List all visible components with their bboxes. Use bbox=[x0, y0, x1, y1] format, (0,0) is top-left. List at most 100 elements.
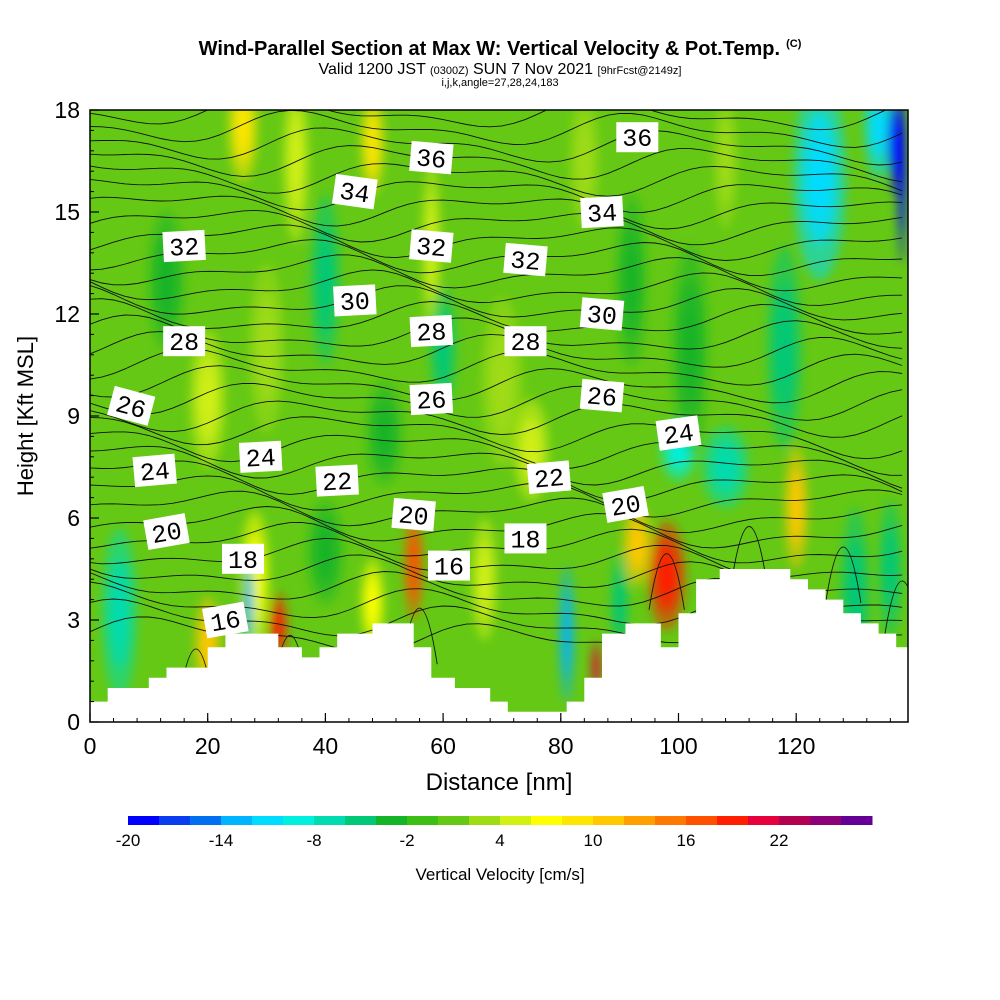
x-tick-label: 60 bbox=[430, 733, 456, 759]
theta-contour bbox=[90, 416, 903, 460]
x-tick-label: 120 bbox=[777, 733, 815, 759]
theta-label: 16 bbox=[202, 601, 249, 640]
chart-title: Wind-Parallel Section at Max W: Vertical… bbox=[0, 38, 1000, 61]
theta-label-text: 18 bbox=[228, 547, 258, 576]
theta-label-box bbox=[331, 173, 378, 210]
theta-label-box bbox=[655, 415, 702, 451]
colorbar-swatch bbox=[376, 816, 408, 825]
theta-label-box bbox=[391, 497, 436, 532]
colorbar-swatch bbox=[252, 816, 284, 825]
theta-label-box bbox=[162, 229, 206, 263]
colorbar-swatch bbox=[283, 816, 315, 825]
theta-label: 32 bbox=[162, 229, 206, 264]
y-tick-label: 15 bbox=[54, 199, 80, 225]
theta-label-text: 16 bbox=[208, 606, 243, 640]
colorbar-tick-label: 22 bbox=[770, 831, 789, 850]
colorbar-swatch bbox=[562, 816, 594, 825]
theta-label-box bbox=[616, 122, 659, 153]
theta-label-box bbox=[579, 378, 625, 413]
y-axis-label: Height [Kft MSL] bbox=[13, 336, 38, 496]
theta-label-text: 28 bbox=[416, 318, 447, 349]
colorbar-tick-label: 16 bbox=[677, 831, 696, 850]
theta-contour bbox=[90, 331, 903, 368]
theta-label-text: 28 bbox=[169, 329, 199, 358]
colorbar-swatch bbox=[500, 816, 532, 825]
theta-label: 30 bbox=[333, 284, 377, 318]
theta-label-box bbox=[409, 314, 454, 348]
y-tick-label: 12 bbox=[54, 301, 80, 327]
theta-label: 34 bbox=[580, 195, 624, 230]
theta-label-box bbox=[504, 523, 547, 554]
theta-label: 32 bbox=[409, 229, 454, 264]
theta-contour bbox=[90, 460, 903, 502]
subtitle-valid: Valid 1200 JST bbox=[318, 61, 426, 78]
w-blob bbox=[260, 318, 273, 378]
w-blob bbox=[594, 658, 598, 678]
theta-label: 22 bbox=[526, 460, 572, 496]
w-blob bbox=[616, 585, 623, 621]
x-axis: 0 20 40 60 80 100 120 bbox=[84, 713, 891, 759]
w-blob bbox=[410, 546, 417, 585]
theta-label-box bbox=[315, 464, 359, 497]
colorbar-swatch bbox=[190, 816, 222, 825]
colorbar-tick-label: 4 bbox=[495, 831, 504, 850]
theta-label: 24 bbox=[132, 453, 177, 489]
w-blob bbox=[237, 110, 249, 147]
theta-label: 18 bbox=[222, 543, 265, 576]
w-blob bbox=[626, 250, 637, 310]
theta-label: 20 bbox=[602, 485, 649, 524]
theta-contour bbox=[90, 348, 903, 386]
theta-contour-arc bbox=[731, 526, 768, 583]
colorbar-swatch bbox=[686, 816, 718, 825]
x-tick-label: 40 bbox=[313, 733, 339, 759]
theta-label-text: 36 bbox=[415, 144, 447, 176]
theta-contour bbox=[90, 382, 903, 421]
theta-label-text: 32 bbox=[169, 233, 200, 264]
w-blob bbox=[579, 137, 590, 185]
colorbar-tick-label: -2 bbox=[399, 831, 414, 850]
theta-contour bbox=[90, 239, 903, 277]
theta-contour bbox=[90, 490, 903, 534]
theta-label: 24 bbox=[238, 440, 283, 475]
theta-label-text: 34 bbox=[586, 199, 617, 230]
theta-label: 20 bbox=[391, 497, 436, 533]
theta-contour bbox=[90, 506, 903, 549]
colorbar-tick-label: -14 bbox=[209, 831, 234, 850]
chart-title-tag: (C) bbox=[786, 38, 802, 50]
w-blob bbox=[479, 557, 489, 601]
theta-label-box bbox=[132, 453, 177, 488]
colorbar-swatch bbox=[810, 816, 842, 825]
w-blob bbox=[160, 256, 173, 304]
colorbar-swatch bbox=[841, 816, 873, 825]
colorbar-swatch bbox=[531, 816, 563, 825]
theta-label-box bbox=[504, 326, 547, 357]
theta-label: 28 bbox=[409, 314, 454, 349]
colorbar-swatch bbox=[624, 816, 656, 825]
colorbar-label: Vertical Velocity [cm/s] bbox=[415, 865, 584, 884]
colorbar-swatch bbox=[221, 816, 253, 825]
theta-label-box bbox=[222, 543, 265, 574]
theta-contour bbox=[90, 127, 903, 166]
theta-label: 22 bbox=[315, 464, 359, 498]
theta-label: 26 bbox=[409, 382, 454, 417]
theta-label-text: 30 bbox=[586, 301, 618, 333]
w-blob bbox=[525, 432, 538, 468]
chart-subtitle: Valid 1200 JST (0300Z) SUN 7 Nov 2021 [9… bbox=[0, 61, 1000, 79]
theta-contour bbox=[90, 195, 903, 230]
w-blob bbox=[275, 614, 282, 639]
theta-label-text: 24 bbox=[245, 444, 276, 475]
theta-label-box bbox=[143, 513, 190, 551]
theta-label: 28 bbox=[163, 326, 206, 358]
y-axis: 0 3 6 9 12 15 18 bbox=[54, 97, 99, 735]
colorbar-swatch bbox=[593, 816, 625, 825]
subtitle-utc: (0300Z) bbox=[430, 65, 469, 77]
theta-contour bbox=[90, 254, 903, 292]
theta-label-text: 22 bbox=[533, 464, 565, 496]
theta-label-text: 28 bbox=[510, 329, 540, 358]
theta-label-box bbox=[202, 601, 249, 639]
theta-label-text: 34 bbox=[338, 178, 372, 211]
terrain bbox=[90, 569, 908, 722]
y-tick-label: 0 bbox=[67, 709, 80, 735]
